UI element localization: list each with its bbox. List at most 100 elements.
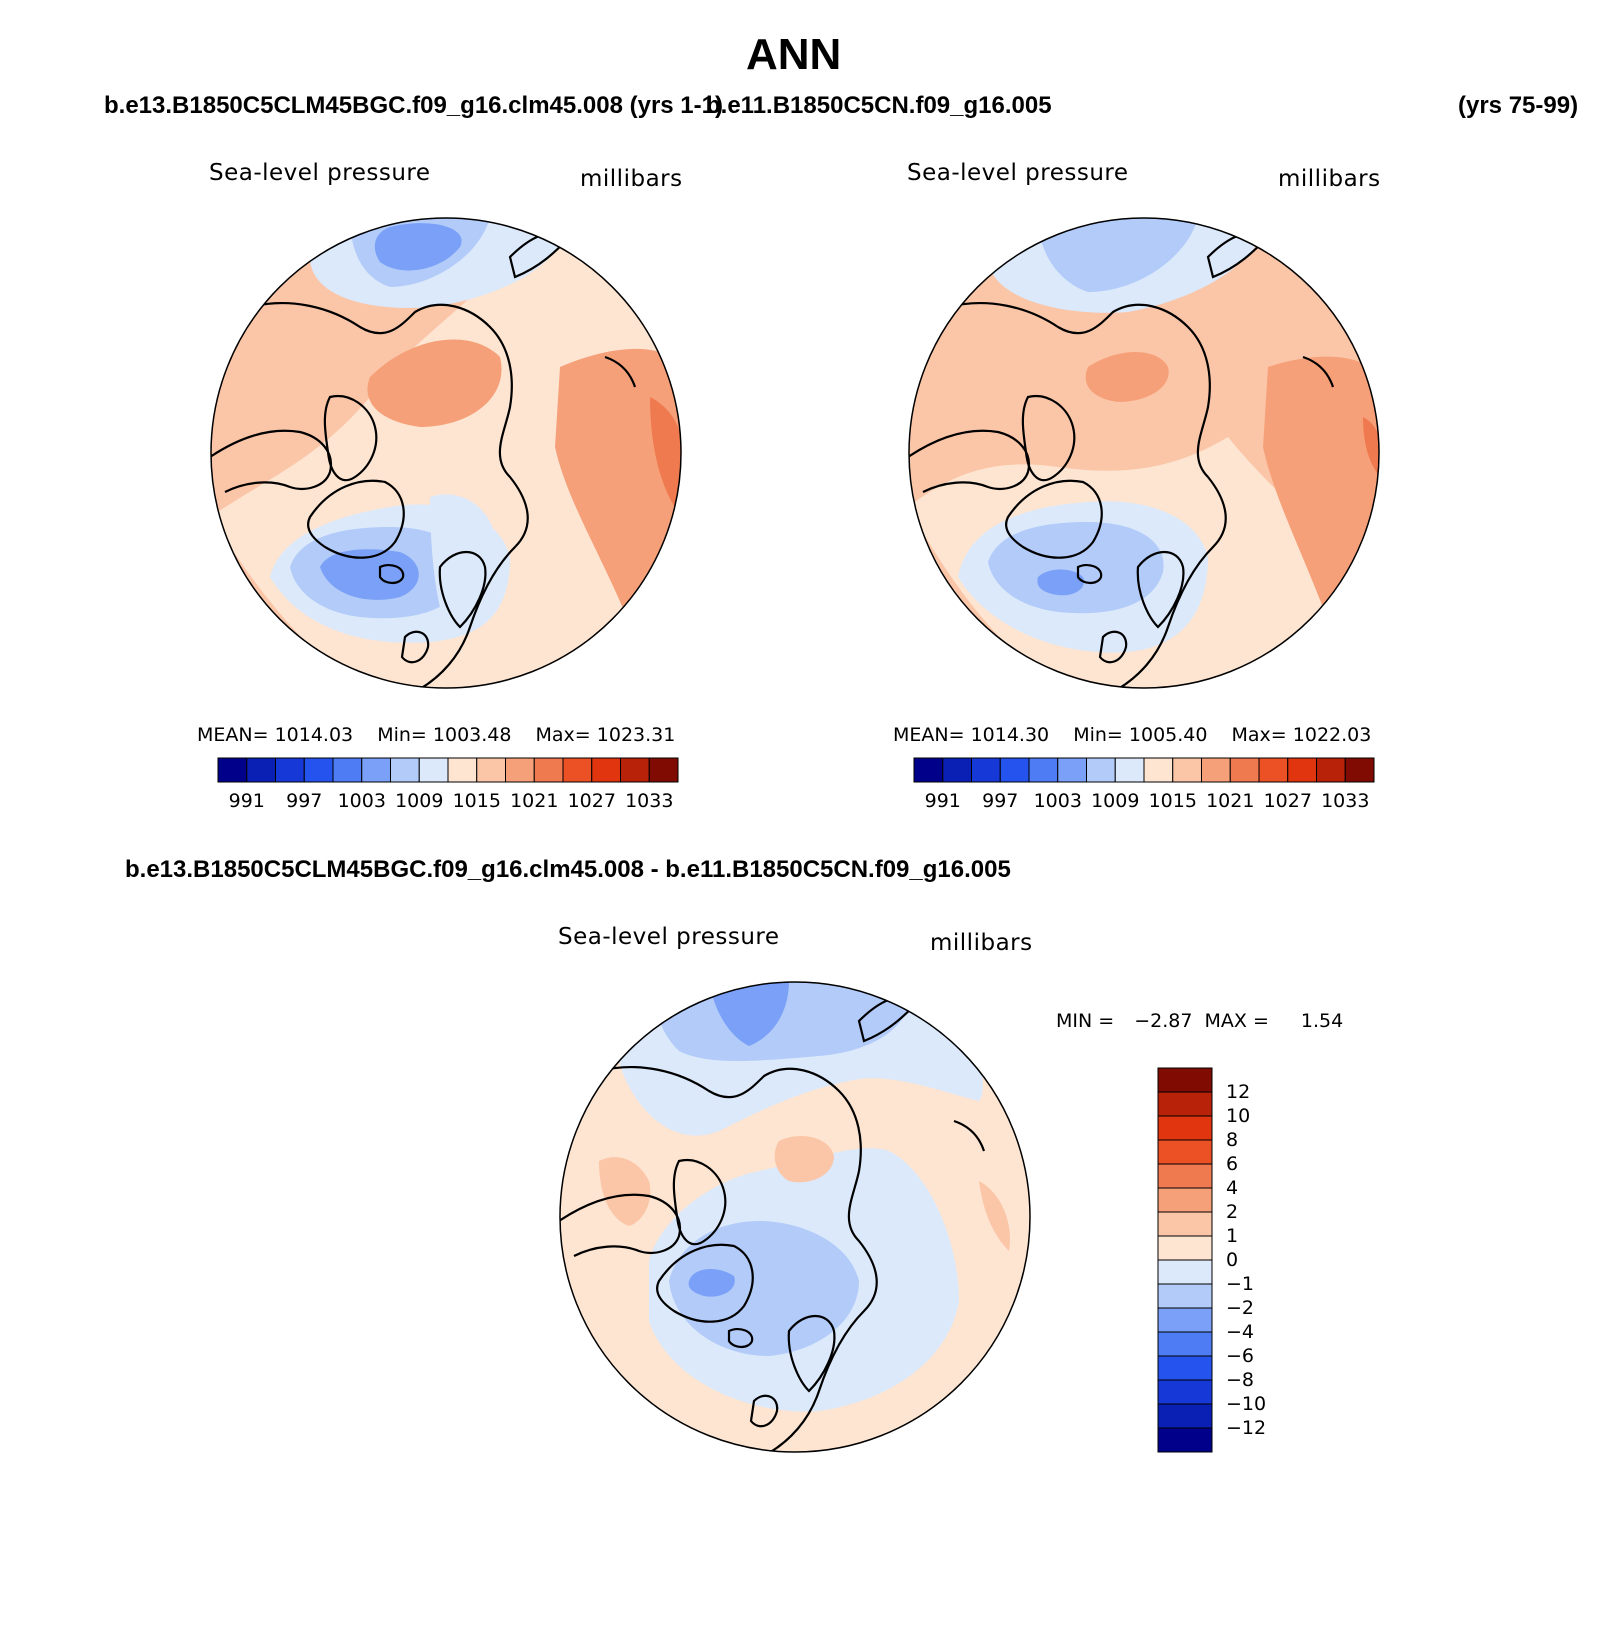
colorbar-swatch xyxy=(1172,757,1202,783)
coastline xyxy=(953,1119,986,1152)
contour-region xyxy=(599,1157,651,1226)
contour-region xyxy=(367,339,502,427)
colorbar-tick-label: 6 xyxy=(1226,1153,1239,1175)
colorbar-swatch xyxy=(217,757,248,783)
colorbar-tick-label: 991 xyxy=(924,790,961,812)
diff-colorbar-ticks: 12 10 8 6 4 2 1 0 −1 −2 −4 −6 −8 −10 −12 xyxy=(1226,1068,1286,1452)
coastline xyxy=(307,479,405,559)
diff-units-label: millibars xyxy=(930,930,1033,956)
colorbar-tick-label: 1015 xyxy=(1148,790,1197,812)
coastline xyxy=(1021,394,1076,482)
colorbar-swatch xyxy=(418,757,449,783)
coastline xyxy=(1136,551,1185,629)
left-colorbar xyxy=(217,757,679,783)
right-min-value: 1005.40 xyxy=(1128,724,1208,746)
colorbar-swatch xyxy=(1157,1307,1213,1333)
colorbar-tick-label: 10 xyxy=(1226,1105,1251,1127)
diff-max-label: MAX = xyxy=(1204,1010,1269,1032)
contour-region xyxy=(650,397,681,517)
coastline xyxy=(672,1158,727,1246)
coastline xyxy=(1005,479,1103,559)
left-min-value: 1003.48 xyxy=(432,724,512,746)
colorbar-tick-label: 1009 xyxy=(1091,790,1140,812)
diff-stats: MIN = −2.87 MAX = 1.54 xyxy=(1056,1010,1343,1032)
left-variable-label: Sea-level pressure xyxy=(209,160,431,186)
right-colorbar xyxy=(913,757,1375,783)
colorbar-swatch xyxy=(1258,757,1289,783)
coastline xyxy=(749,1394,779,1428)
map-boundary xyxy=(210,217,682,689)
coastline xyxy=(1302,355,1335,388)
left-mean-value: 1014.03 xyxy=(274,724,354,746)
left-max-value: 1023.31 xyxy=(596,724,676,746)
colorbar-tick-label: −8 xyxy=(1226,1369,1255,1391)
coastline xyxy=(787,1315,836,1393)
coastline xyxy=(1098,630,1128,664)
coastline xyxy=(211,429,333,493)
colorbar-tick-label: 4 xyxy=(1226,1177,1239,1199)
colorbar-tick-label: 1003 xyxy=(337,790,386,812)
contour-region xyxy=(1085,352,1169,402)
colorbar-swatch xyxy=(246,757,276,783)
colorbar-tick-label: −2 xyxy=(1226,1297,1255,1319)
left-case-title: b.e13.B1850C5CLM45BGC.f09_g16.clm45.008 … xyxy=(104,92,723,119)
coastline xyxy=(909,429,1031,493)
colorbar-swatch xyxy=(620,757,650,783)
coastline xyxy=(400,630,430,664)
colorbar-swatch xyxy=(1143,757,1174,783)
colorbar-swatch xyxy=(913,757,944,783)
colorbar-swatch xyxy=(1229,757,1260,783)
colorbar-tick-label: −12 xyxy=(1226,1417,1267,1439)
colorbar-swatch xyxy=(999,757,1030,783)
left-mean-label: MEAN= xyxy=(197,724,269,746)
colorbar-swatch xyxy=(533,757,564,783)
colorbar-tick-label: 1021 xyxy=(1206,790,1255,812)
contour-region xyxy=(774,1136,834,1183)
colorbar-swatch xyxy=(1157,1379,1213,1405)
contour-region xyxy=(688,1269,735,1297)
colorbar-tick-label: −6 xyxy=(1226,1345,1255,1367)
colorbar-swatch xyxy=(1157,1067,1213,1093)
colorbar-tick-label: −10 xyxy=(1226,1393,1267,1415)
colorbar-tick-label: −4 xyxy=(1226,1321,1255,1343)
colorbar-swatch xyxy=(1157,1403,1213,1429)
colorbar-swatch xyxy=(476,757,506,783)
coastline xyxy=(323,394,378,482)
contour-region xyxy=(1038,218,1198,292)
colorbar-swatch xyxy=(562,757,593,783)
left-max-label: Max= xyxy=(535,724,591,746)
colorbar-swatch xyxy=(505,757,535,783)
colorbar-swatch xyxy=(1114,757,1145,783)
colorbar-swatch xyxy=(275,757,305,783)
colorbar-swatch xyxy=(1157,1259,1213,1285)
diff-polar-map xyxy=(559,981,1031,1453)
colorbar-swatch xyxy=(1344,757,1375,783)
diff-case-title: b.e13.B1850C5CLM45BGC.f09_g16.clm45.008 … xyxy=(125,856,1011,883)
contour-region xyxy=(979,1181,1010,1251)
colorbar-swatch xyxy=(447,757,478,783)
right-stats: MEAN= 1014.30 Min= 1005.40 Max= 1022.03 xyxy=(893,724,1371,746)
map-boundary xyxy=(559,981,1031,1453)
left-stats: MEAN= 1014.03 Min= 1003.48 Max= 1023.31 xyxy=(197,724,675,746)
colorbar-tick-label: 0 xyxy=(1226,1249,1239,1271)
diff-colorbar xyxy=(1157,1067,1213,1453)
colorbar-swatch xyxy=(1157,1235,1213,1261)
left-polar-map xyxy=(210,217,682,689)
contour-region xyxy=(374,223,462,271)
coastline xyxy=(560,1193,682,1257)
coastline xyxy=(727,1327,754,1349)
right-min-label: Min= xyxy=(1073,724,1123,746)
right-mean-label: MEAN= xyxy=(893,724,965,746)
left-units-label: millibars xyxy=(580,166,683,192)
coastline xyxy=(438,551,487,629)
coastline xyxy=(1076,563,1103,585)
colorbar-tick-label: 1009 xyxy=(395,790,444,812)
colorbar-tick-label: 1 xyxy=(1226,1225,1239,1247)
diff-min-label: MIN = xyxy=(1056,1010,1115,1032)
coastline xyxy=(249,301,529,688)
colorbar-swatch xyxy=(1157,1427,1213,1453)
colorbar-tick-label: 997 xyxy=(982,790,1019,812)
right-units-label: millibars xyxy=(1278,166,1381,192)
colorbar-swatch xyxy=(971,757,1001,783)
contour-region xyxy=(1363,417,1379,477)
